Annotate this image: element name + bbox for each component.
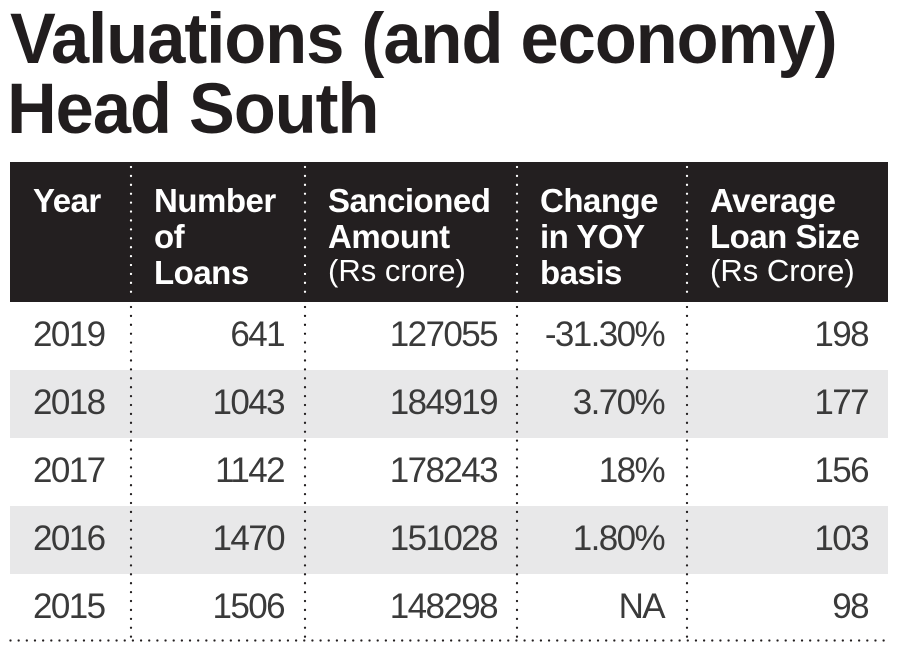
page-title-line1: Valuations (and economy) bbox=[10, 0, 838, 79]
cell-change: 1.80% bbox=[572, 518, 666, 558]
cell-number-of-loans: 1506 bbox=[212, 586, 286, 626]
cell-year: 2017 bbox=[33, 450, 106, 490]
cell-average: 156 bbox=[814, 450, 869, 490]
cell-amount: 148298 bbox=[389, 586, 499, 626]
cell-year: 2019 bbox=[33, 314, 106, 354]
column-header-loans-line1: Number bbox=[154, 182, 276, 219]
column-header-loans-line3: Loans bbox=[154, 254, 249, 291]
cell-change: 18% bbox=[598, 450, 666, 490]
cell-amount: 178243 bbox=[389, 450, 499, 490]
table-row-2016: 2016 1470 151028 1.80% 103 bbox=[10, 506, 888, 574]
cell-change: NA bbox=[618, 586, 666, 626]
cell-number-of-loans: 1142 bbox=[215, 450, 285, 490]
page-title: Valuations (and economy) Head South bbox=[7, 0, 838, 149]
cell-average: 103 bbox=[814, 518, 869, 558]
cell-number-of-loans: 1470 bbox=[212, 518, 286, 558]
cell-average: 177 bbox=[814, 382, 869, 422]
column-header-year-label: Year bbox=[33, 182, 101, 219]
table-row-2019: 2019 641 127055 -31.30% 198 bbox=[10, 302, 888, 370]
table-row-2017: 2017 1142 178243 18% 156 bbox=[10, 438, 888, 506]
cell-amount: 184919 bbox=[389, 382, 499, 422]
column-header-amount-line2: Amount bbox=[328, 218, 450, 255]
cell-number-of-loans: 1043 bbox=[212, 382, 286, 422]
column-header-change-yoy: Change in YOY basis bbox=[517, 162, 687, 302]
cell-change: -31.30% bbox=[544, 314, 666, 354]
cell-average: 98 bbox=[832, 586, 869, 626]
table-row-2018: 2018 1043 184919 3.70% 177 bbox=[10, 370, 888, 438]
column-header-avg-line1: Average bbox=[710, 182, 836, 219]
column-header-year: Year bbox=[10, 162, 131, 302]
column-header-amount-line1: Sancioned bbox=[328, 182, 491, 219]
table-row-2015: 2015 1506 148298 NA 98 bbox=[10, 574, 888, 642]
data-table: Year Number of Loans Sancioned Amount (R… bbox=[10, 162, 888, 642]
table-body: 2019 641 127055 -31.30% 198 2018 1043 18… bbox=[10, 302, 888, 642]
cell-number-of-loans: 641 bbox=[230, 314, 285, 354]
cell-amount: 127055 bbox=[389, 314, 499, 354]
cell-change: 3.70% bbox=[572, 382, 666, 422]
cell-year: 2016 bbox=[33, 518, 106, 558]
column-header-change-line1: Change bbox=[540, 182, 659, 219]
cell-year: 2015 bbox=[33, 586, 106, 626]
column-header-number-of-loans: Number of Loans bbox=[131, 162, 305, 302]
cell-amount: 151028 bbox=[389, 518, 499, 558]
column-header-change-line2: in YOY bbox=[540, 218, 645, 255]
cell-average: 198 bbox=[814, 314, 869, 354]
column-header-average-loan-size: Average Loan Size (Rs Crore) bbox=[687, 162, 888, 302]
table-header-row: Year Number of Loans Sancioned Amount (R… bbox=[10, 162, 888, 302]
column-header-amount-unit: (Rs crore) bbox=[328, 253, 466, 288]
page-title-line2: Head South bbox=[7, 70, 379, 149]
column-header-loans-line2: of bbox=[154, 218, 185, 255]
column-header-sanctioned-amount: Sancioned Amount (Rs crore) bbox=[305, 162, 517, 302]
cell-year: 2018 bbox=[33, 382, 106, 422]
column-header-avg-unit: (Rs Crore) bbox=[710, 253, 855, 288]
column-header-change-line3: basis bbox=[540, 254, 622, 291]
column-header-avg-line2: Loan Size bbox=[710, 218, 860, 255]
